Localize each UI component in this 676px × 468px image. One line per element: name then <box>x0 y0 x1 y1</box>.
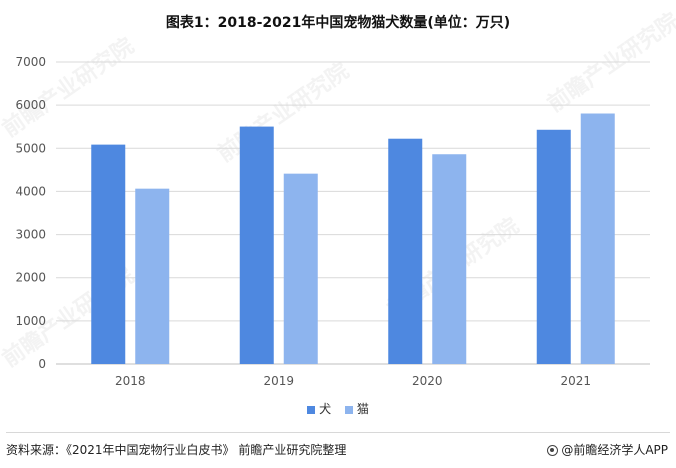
bar-dog <box>91 144 126 364</box>
y-tick-label: 3000 <box>15 228 46 242</box>
legend-item-dog: 犬 <box>307 400 331 417</box>
chart-title: 图表1：2018-2021年中国宠物猫犬数量(单位：万只) <box>165 15 511 31</box>
bar-cat <box>580 113 615 364</box>
source-note: 资料来源：《2021年中国宠物行业白皮书》 前瞻产业研究院整理 <box>6 443 347 457</box>
legend: 犬 猫 <box>0 400 676 417</box>
brand-logo-icon <box>547 445 559 456</box>
bar-cat <box>135 188 170 364</box>
y-tick-label: 0 <box>38 357 46 371</box>
legend-swatch-dog <box>307 405 316 414</box>
footer: 资料来源：《2021年中国宠物行业白皮书》 前瞻产业研究院整理 @前瞻经济学人A… <box>0 432 676 468</box>
legend-item-cat: 猫 <box>344 400 369 417</box>
x-tick-label: 2018 <box>115 374 146 388</box>
brand-credit: @前瞻经济学人APP <box>547 441 668 458</box>
y-tick-label: 1000 <box>15 314 46 328</box>
bar-dog <box>239 126 274 364</box>
legend-swatch-cat <box>344 405 353 414</box>
bar-cat <box>283 173 318 364</box>
bar-dog <box>536 129 571 364</box>
bar-chart: 0 1000 2000 3000 4000 5000 6000 7000 2018 2019 202… <box>15 55 650 388</box>
brand-text: @前瞻经济学人APP <box>561 443 668 457</box>
footer-divider <box>6 432 670 433</box>
y-tick-label: 2000 <box>15 271 46 285</box>
x-tick-label: 2020 <box>412 374 443 388</box>
bar-cat <box>432 154 467 364</box>
y-tick-label: 7000 <box>15 55 46 69</box>
legend-label-dog: 犬 <box>319 402 332 416</box>
x-tick-label: 2021 <box>560 374 591 388</box>
bar-dog <box>388 138 423 364</box>
y-tick-label: 6000 <box>15 98 46 112</box>
y-tick-label: 5000 <box>15 141 46 155</box>
legend-label-cat: 猫 <box>356 402 369 416</box>
y-tick-label: 4000 <box>15 184 46 198</box>
x-tick-label: 2019 <box>263 374 294 388</box>
